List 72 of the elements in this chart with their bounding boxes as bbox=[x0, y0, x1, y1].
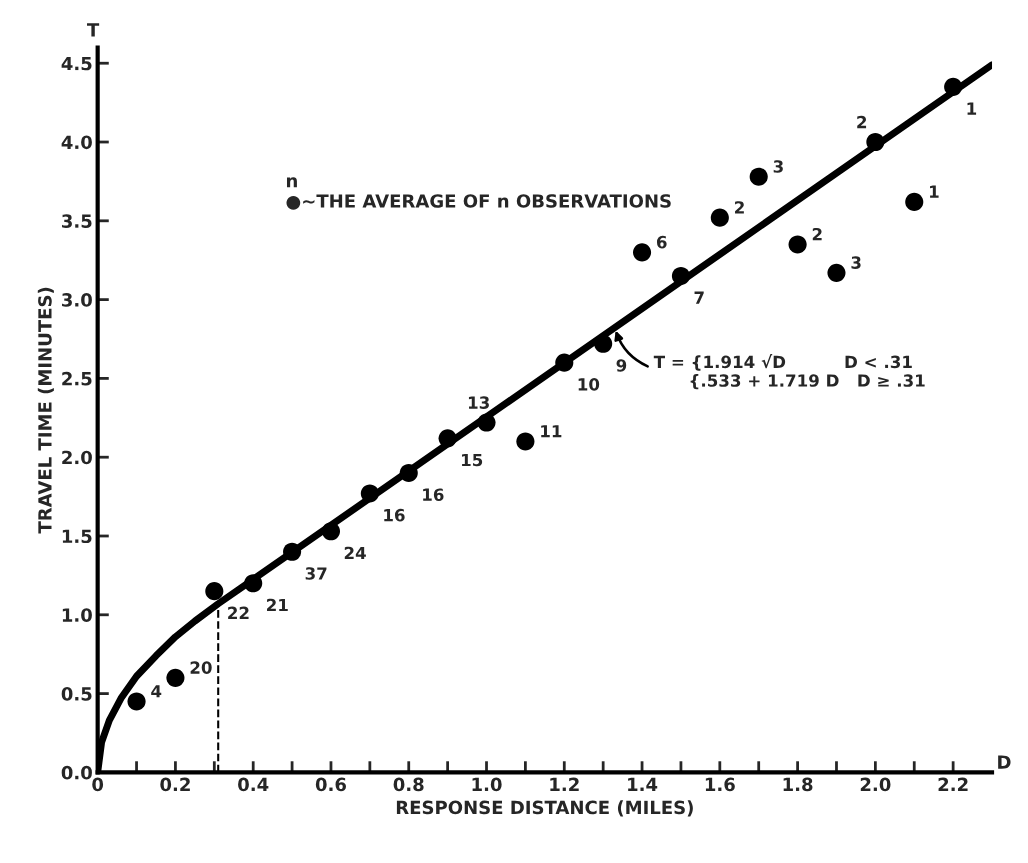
annotation: 21 bbox=[267, 598, 288, 612]
point bbox=[205, 582, 224, 601]
text: T bbox=[87, 23, 100, 37]
point bbox=[866, 132, 885, 152]
annotation: 2 bbox=[857, 115, 867, 129]
x-tick-label: 1.6 bbox=[705, 777, 735, 792]
x-tick-label: 2.0 bbox=[860, 777, 891, 792]
point bbox=[360, 484, 379, 503]
point bbox=[671, 266, 690, 286]
annotation: n ●~THE AVERAGE OF n OBSERVATIONS bbox=[286, 177, 671, 210]
point bbox=[827, 263, 846, 282]
point bbox=[905, 192, 924, 211]
annotation: 37 bbox=[305, 567, 327, 580]
point bbox=[749, 167, 768, 186]
annotation: 16 bbox=[384, 508, 405, 522]
point bbox=[516, 432, 535, 451]
x-tick-label: 2.2 bbox=[938, 777, 968, 791]
annotation: 4 bbox=[151, 685, 162, 698]
annotation: 2 bbox=[812, 227, 822, 241]
point bbox=[788, 235, 807, 254]
x-tick-label: 1.4 bbox=[628, 777, 658, 791]
x-tick-label: 1.0 bbox=[472, 777, 502, 792]
annotation: 7 bbox=[694, 291, 704, 304]
annotation: 22 bbox=[228, 606, 249, 619]
y-tick-label: 4.5 bbox=[61, 56, 92, 71]
annotation: 11 bbox=[541, 425, 562, 438]
annotation: 13 bbox=[468, 396, 489, 409]
annotation: 16 bbox=[423, 488, 444, 501]
x-tick-label: 0.4 bbox=[238, 777, 269, 792]
point bbox=[399, 463, 418, 483]
annotation: 1 bbox=[967, 102, 977, 115]
y-tick-label: 2.5 bbox=[62, 371, 92, 386]
y-tick-label: 0.0 bbox=[61, 765, 92, 780]
annotation: 3 bbox=[851, 256, 861, 269]
y-tick-label: 0.5 bbox=[61, 687, 92, 701]
point bbox=[127, 692, 146, 711]
y-tick-label: 1.5 bbox=[62, 529, 92, 544]
point bbox=[944, 77, 963, 96]
y-tick-label: 3.0 bbox=[62, 293, 92, 307]
annotation: 9 bbox=[616, 359, 627, 372]
x-axis-title: RESPONSE DISTANCE (MILES) bbox=[396, 800, 693, 817]
point bbox=[244, 574, 263, 593]
y-axis-title: TRAVEL TIME (MINUTES) bbox=[37, 287, 54, 534]
annotation: 3 bbox=[773, 160, 783, 173]
annotation: 1 bbox=[930, 185, 939, 198]
x-tick-label: 0.8 bbox=[393, 777, 424, 792]
point bbox=[633, 243, 652, 262]
x-tick-label: 1.2 bbox=[550, 777, 579, 791]
annotation: T = {1.914 √D D < .31 {.533 + 1.719 D D ≥ .31 bbox=[653, 354, 925, 390]
annotation: 6 bbox=[656, 235, 667, 249]
y-tick-label: 4.0 bbox=[61, 135, 92, 150]
point bbox=[438, 429, 457, 448]
x-tick-label: 0.2 bbox=[160, 777, 190, 792]
text: D bbox=[998, 755, 1011, 769]
y-tick-label: 1.0 bbox=[62, 608, 92, 622]
point bbox=[283, 542, 302, 561]
point bbox=[321, 522, 341, 541]
y-tick-label: 3.5 bbox=[62, 214, 92, 228]
x-tick-label: 0.6 bbox=[315, 777, 346, 792]
point bbox=[477, 413, 496, 432]
point bbox=[710, 208, 729, 227]
annotation: 10 bbox=[578, 378, 600, 391]
x-tick-label: 1.8 bbox=[783, 777, 813, 792]
point bbox=[166, 668, 185, 687]
annotation: 2 bbox=[735, 201, 744, 214]
point bbox=[555, 353, 574, 372]
x-tick-label: 0 bbox=[92, 777, 104, 792]
point bbox=[594, 334, 613, 353]
annotation: 20 bbox=[190, 661, 212, 674]
y-tick-label: 2.0 bbox=[62, 450, 92, 465]
annotation: 24 bbox=[344, 546, 366, 560]
annotation: 15 bbox=[462, 453, 483, 467]
